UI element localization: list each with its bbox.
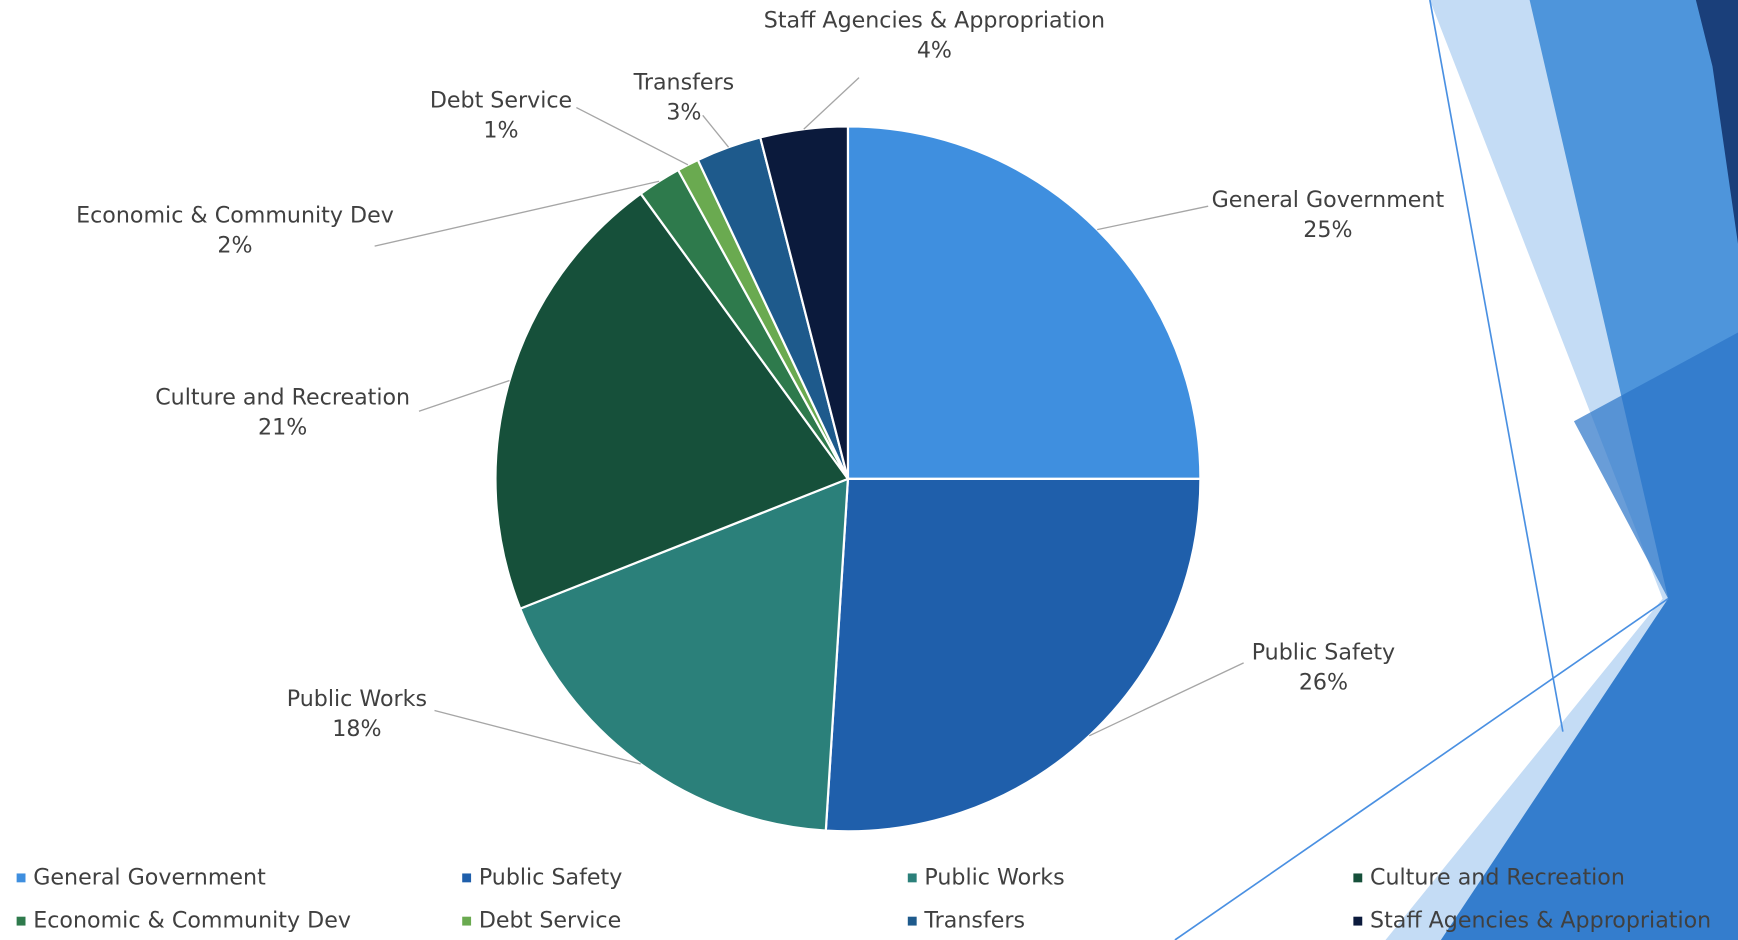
slice-label: Economic & Community Dev: [76, 203, 394, 229]
leader-line: [702, 114, 730, 148]
slice-value-label: 18%: [332, 716, 381, 742]
slice-value-label: 3%: [666, 100, 701, 126]
legend-swatch: [907, 873, 917, 883]
legend-label: Economic & Community Dev: [33, 908, 351, 934]
legend-swatch: [16, 873, 26, 883]
leader-line: [374, 180, 660, 247]
legend-label: Culture and Recreation: [1370, 864, 1625, 890]
leader-line: [1088, 662, 1244, 737]
slice-label: Public Works: [287, 686, 427, 712]
legend-label: Public Safety: [479, 864, 623, 890]
pie-slice: [846, 125, 1202, 480]
pie-slice: [758, 125, 850, 480]
slice-label: Staff Agencies & Appropriation: [764, 8, 1105, 34]
legend-swatch: [907, 916, 917, 926]
slice-label: Transfers: [633, 70, 735, 96]
legend-label: Staff Agencies & Appropriation: [1370, 908, 1711, 934]
slice-value-label: 25%: [1303, 217, 1352, 243]
legend-swatch: [16, 916, 26, 926]
slice-value-label: 1%: [483, 117, 518, 143]
legend-swatch: [1353, 873, 1363, 883]
leader-line: [803, 77, 860, 130]
slice-value-label: 21%: [258, 414, 307, 440]
legend-swatch: [462, 873, 472, 883]
leader-line: [418, 379, 510, 412]
legend-label: Public Works: [924, 864, 1064, 890]
legend-label: Transfers: [923, 908, 1025, 934]
leader-line: [576, 106, 689, 166]
pie-slice: [518, 477, 850, 832]
pie-slice: [824, 477, 1202, 833]
slice-label: Culture and Recreation: [155, 384, 410, 410]
slice-value-label: 26%: [1299, 669, 1348, 695]
leader-line: [1097, 205, 1209, 231]
slice-label: Public Safety: [1252, 639, 1395, 665]
slice-label: Debt Service: [430, 87, 572, 113]
legend-swatch: [462, 916, 472, 926]
legend-swatch: [1353, 916, 1363, 926]
leader-line: [434, 709, 641, 765]
background-decoration: [1174, 0, 1738, 940]
slice-value-label: 2%: [217, 233, 252, 259]
legend-label: General Government: [33, 864, 266, 890]
slice-label: General Government: [1212, 187, 1445, 213]
slice-value-label: 4%: [917, 38, 952, 64]
legend-label: Debt Service: [479, 908, 621, 934]
